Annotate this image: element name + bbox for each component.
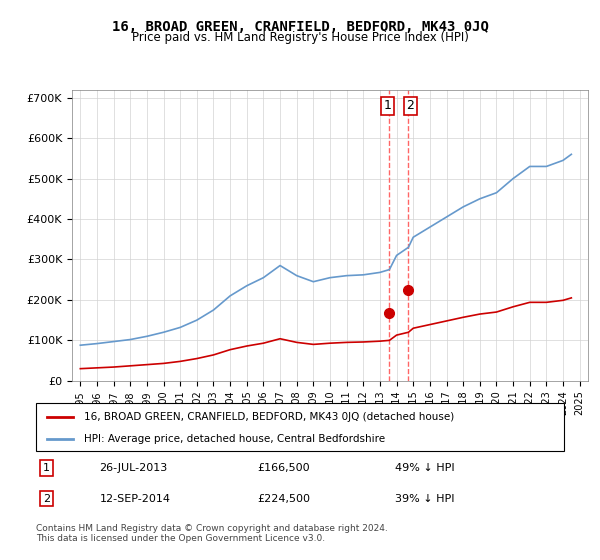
Text: 16, BROAD GREEN, CRANFIELD, BEDFORD, MK43 0JQ: 16, BROAD GREEN, CRANFIELD, BEDFORD, MK4… (112, 20, 488, 34)
Text: HPI: Average price, detached house, Central Bedfordshire: HPI: Average price, detached house, Cent… (83, 434, 385, 444)
Text: 1: 1 (43, 463, 50, 473)
Text: 49% ↓ HPI: 49% ↓ HPI (395, 463, 455, 473)
Text: £224,500: £224,500 (258, 494, 311, 503)
Text: Contains HM Land Registry data © Crown copyright and database right 2024.
This d: Contains HM Land Registry data © Crown c… (36, 524, 388, 543)
Text: 26-JUL-2013: 26-JUL-2013 (100, 463, 167, 473)
Text: 2: 2 (406, 99, 414, 112)
Text: Price paid vs. HM Land Registry's House Price Index (HPI): Price paid vs. HM Land Registry's House … (131, 31, 469, 44)
Text: 12-SEP-2014: 12-SEP-2014 (100, 494, 170, 503)
Text: 39% ↓ HPI: 39% ↓ HPI (395, 494, 455, 503)
Text: £166,500: £166,500 (258, 463, 310, 473)
Text: 16, BROAD GREEN, CRANFIELD, BEDFORD, MK43 0JQ (detached house): 16, BROAD GREEN, CRANFIELD, BEDFORD, MK4… (83, 413, 454, 422)
Text: 1: 1 (384, 99, 392, 112)
FancyBboxPatch shape (36, 403, 564, 451)
Text: 2: 2 (43, 494, 50, 503)
